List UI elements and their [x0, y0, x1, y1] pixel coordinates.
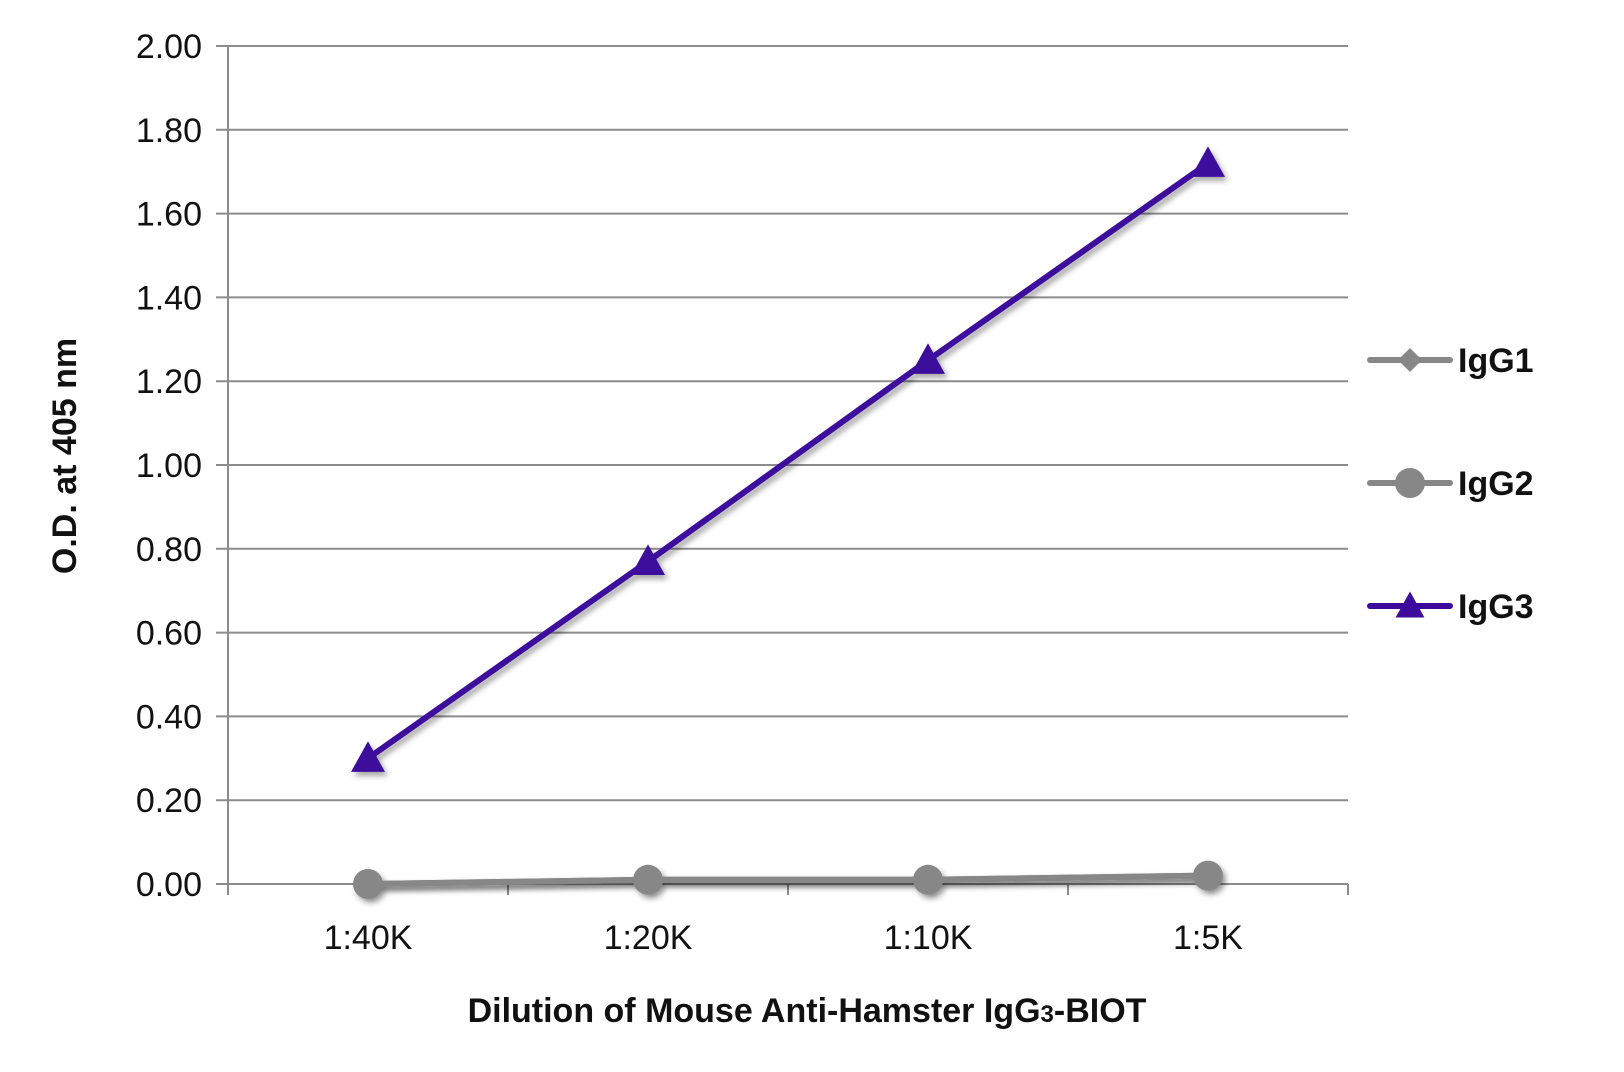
- series-line-igg2: [365, 872, 1211, 887]
- x-tick-labels: 1:40K 1:20K 1:10K 1:5K: [324, 919, 1244, 957]
- data-point-igg2: [913, 864, 943, 895]
- x-tick-label: 1:10K: [884, 919, 973, 957]
- y-tick-labels: 0.00 0.20 0.40 0.60 0.80 1.00 1.20 1.40 1.60 1.80…: [136, 28, 202, 904]
- x-tick-label: 1:5K: [1173, 919, 1243, 957]
- x-axis-title-suffix: -BIOT: [1054, 992, 1147, 1030]
- series-igg2: [353, 860, 1223, 899]
- data-point-igg2: [353, 869, 383, 899]
- y-tick-label: 1.20: [136, 363, 202, 401]
- y-axis-title: O.D. at 405 nm: [46, 338, 84, 574]
- data-point-igg3: [631, 544, 665, 575]
- legend-marker-igg2: [1395, 468, 1425, 498]
- series-group: [351, 146, 1225, 899]
- x-axis-title-subscript: 3: [1041, 1001, 1054, 1028]
- x-tick-label: 1:40K: [324, 919, 413, 957]
- legend-label-igg2: IgG2: [1458, 465, 1534, 503]
- y-tick-label: 1.60: [136, 196, 202, 234]
- x-tick-label: 1:20K: [604, 919, 693, 957]
- legend-marker-igg3: [1395, 591, 1425, 618]
- series-line-igg3: [365, 160, 1211, 762]
- y-tick-label: 0.00: [136, 866, 202, 904]
- y-tick-label: 0.20: [136, 782, 202, 820]
- y-tick-label: 0.80: [136, 531, 202, 569]
- x-axis-title: Dilution of Mouse Anti-Hamster IgG3-BIOT: [468, 992, 1147, 1030]
- y-tick-label: 2.00: [136, 28, 202, 66]
- y-tick-label: 1.80: [136, 112, 202, 150]
- legend-marker-igg1: [1398, 348, 1422, 372]
- legend-item-igg2: IgG2: [1367, 465, 1534, 503]
- y-tick-label: 0.60: [136, 615, 202, 653]
- data-point-igg2: [1193, 860, 1223, 891]
- legend-label-igg3: IgG3: [1458, 588, 1534, 626]
- legend-label-igg1: IgG1: [1458, 342, 1534, 380]
- legend-item-igg1: IgG1: [1367, 342, 1534, 380]
- gridlines: [216, 45, 1348, 802]
- data-point-igg2: [633, 864, 663, 895]
- axes: [216, 46, 1349, 895]
- y-tick-label: 0.40: [136, 698, 202, 736]
- y-tick-label: 1.00: [136, 447, 202, 485]
- series-igg3: [351, 146, 1225, 772]
- data-point-igg3: [351, 741, 385, 772]
- data-point-igg3: [911, 343, 945, 374]
- y-tick-label: 1.40: [136, 279, 202, 317]
- legend-item-igg3: IgG3: [1367, 588, 1534, 626]
- legend: IgG1 IgG2 IgG3: [1367, 342, 1534, 626]
- data-point-igg3: [1191, 146, 1225, 177]
- x-axis-title-main: Dilution of Mouse Anti-Hamster IgG: [468, 992, 1041, 1030]
